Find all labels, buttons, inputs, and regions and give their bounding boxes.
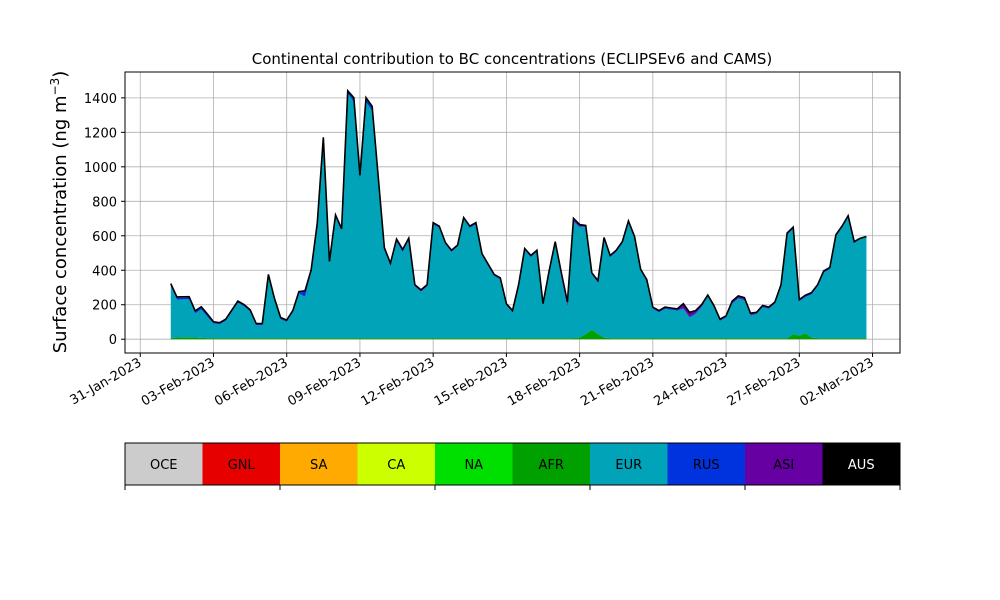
x-axis: 31-Jan-202303-Feb-202306-Feb-202309-Feb-…	[68, 353, 877, 410]
legend-label-asi: ASI	[773, 458, 794, 473]
x-tick-label: 06-Feb-2023	[212, 355, 291, 409]
y-axis-label-sup: −3	[48, 78, 62, 96]
legend-swatch-sa	[280, 443, 358, 485]
legend-label-rus: RUS	[693, 458, 720, 473]
legend-swatch-oce	[125, 443, 203, 485]
y-tick-label: 800	[92, 195, 117, 210]
x-tick-label: 03-Feb-2023	[139, 355, 218, 409]
x-tick-label: 15-Feb-2023	[432, 355, 511, 409]
legend-label-na: NA	[464, 458, 483, 473]
legend-swatch-ca	[357, 443, 435, 485]
legend-label-afr: AFR	[539, 458, 564, 473]
x-tick-label: 12-Feb-2023	[359, 355, 438, 409]
x-tick-label: 21-Feb-2023	[578, 355, 657, 409]
x-tick-label: 02-Mar-2023	[797, 355, 876, 409]
legend-swatch-na	[435, 443, 513, 485]
y-axis-label: Surface concentration (ng m−3)	[48, 71, 71, 354]
y-tick-label: 1200	[84, 126, 117, 141]
legend-swatch-afr	[512, 443, 590, 485]
y-tick-label: 200	[92, 299, 117, 314]
series-area-eur	[170, 93, 867, 339]
y-tick-label: 400	[92, 264, 117, 279]
legend-swatch-gnl	[202, 443, 280, 485]
plot-area	[124, 71, 901, 354]
legend-swatch-rus	[667, 443, 745, 485]
y-tick-label: 1400	[84, 92, 117, 107]
x-tick-label: 18-Feb-2023	[505, 355, 584, 409]
legend-swatch-aus	[822, 443, 900, 485]
y-tick-label: 600	[92, 230, 117, 245]
y-axis-label-main: Surface concentration (ng m	[50, 95, 71, 353]
x-tick-label: 27-Feb-2023	[725, 355, 804, 409]
legend-label-aus: AUS	[848, 458, 875, 473]
series-line-aus	[170, 88, 867, 325]
x-tick-label: 31-Jan-2023	[68, 355, 145, 408]
plot-frame	[124, 71, 901, 354]
legend-label-oce: OCE	[150, 458, 178, 473]
chart-title: Continental contribution to BC concentra…	[252, 50, 773, 68]
legend-label-ca: CA	[387, 458, 405, 473]
legend-label-sa: SA	[310, 458, 327, 473]
y-tick-label: 0	[109, 333, 117, 348]
x-tick-label: 24-Feb-2023	[652, 355, 731, 409]
legend-frame	[124, 442, 901, 486]
legend-swatch-eur	[590, 443, 668, 485]
y-axis-label-close: )	[50, 71, 71, 78]
x-tick-label: 09-Feb-2023	[285, 355, 364, 409]
legend-label-gnl: GNL	[228, 458, 256, 473]
legend-swatch-asi	[745, 443, 823, 485]
y-axis: 0 200 400 600 800 1000 1200 1400	[84, 92, 125, 348]
y-tick-label: 1000	[84, 161, 117, 176]
series-area-afr	[170, 329, 867, 340]
legend: OCE GNL SA CA NA AFR EUR RUS ASI AUS	[124, 442, 901, 490]
legend-label-eur: EUR	[615, 458, 642, 473]
